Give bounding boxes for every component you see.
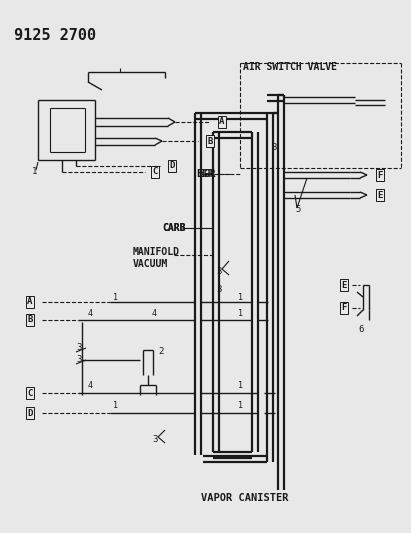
Text: 1: 1 bbox=[238, 382, 243, 391]
Text: F: F bbox=[341, 303, 347, 312]
Text: 4: 4 bbox=[88, 309, 93, 318]
Text: 3: 3 bbox=[152, 435, 157, 445]
Text: 3: 3 bbox=[216, 286, 222, 295]
Text: 5: 5 bbox=[295, 206, 300, 214]
Text: AIR SWITCH VALVE: AIR SWITCH VALVE bbox=[243, 62, 337, 72]
Text: EGR: EGR bbox=[196, 169, 214, 179]
Text: B: B bbox=[207, 136, 212, 146]
Text: 3: 3 bbox=[76, 343, 81, 352]
Text: C: C bbox=[152, 167, 158, 176]
Text: 4: 4 bbox=[88, 382, 93, 391]
Text: 3: 3 bbox=[76, 356, 81, 365]
Text: B: B bbox=[27, 316, 33, 325]
Text: 1: 1 bbox=[238, 401, 243, 410]
Text: E: E bbox=[377, 190, 383, 199]
Text: 2: 2 bbox=[158, 348, 164, 357]
Text: CARB: CARB bbox=[162, 223, 185, 233]
Text: VAPOR CANISTER: VAPOR CANISTER bbox=[201, 493, 289, 503]
Text: E: E bbox=[341, 280, 347, 289]
Text: 1: 1 bbox=[113, 293, 118, 302]
Text: 9125 2700: 9125 2700 bbox=[14, 28, 96, 43]
Text: 1: 1 bbox=[238, 293, 243, 302]
Text: 4: 4 bbox=[152, 309, 157, 318]
Text: D: D bbox=[169, 161, 175, 171]
Text: 6: 6 bbox=[358, 326, 363, 335]
Text: D: D bbox=[27, 408, 33, 417]
Text: A: A bbox=[219, 117, 225, 126]
Text: MANIFOLD
VACUUM: MANIFOLD VACUUM bbox=[133, 247, 180, 269]
Text: 1: 1 bbox=[238, 309, 243, 318]
Text: C: C bbox=[27, 389, 33, 398]
Text: CARB: CARB bbox=[162, 223, 185, 233]
Text: EGR: EGR bbox=[198, 169, 216, 179]
Text: 3: 3 bbox=[271, 143, 276, 152]
Text: F: F bbox=[377, 171, 383, 180]
Text: 3: 3 bbox=[216, 266, 222, 276]
Text: A: A bbox=[27, 297, 33, 306]
Text: 1: 1 bbox=[32, 167, 37, 176]
Text: 1: 1 bbox=[113, 401, 118, 410]
